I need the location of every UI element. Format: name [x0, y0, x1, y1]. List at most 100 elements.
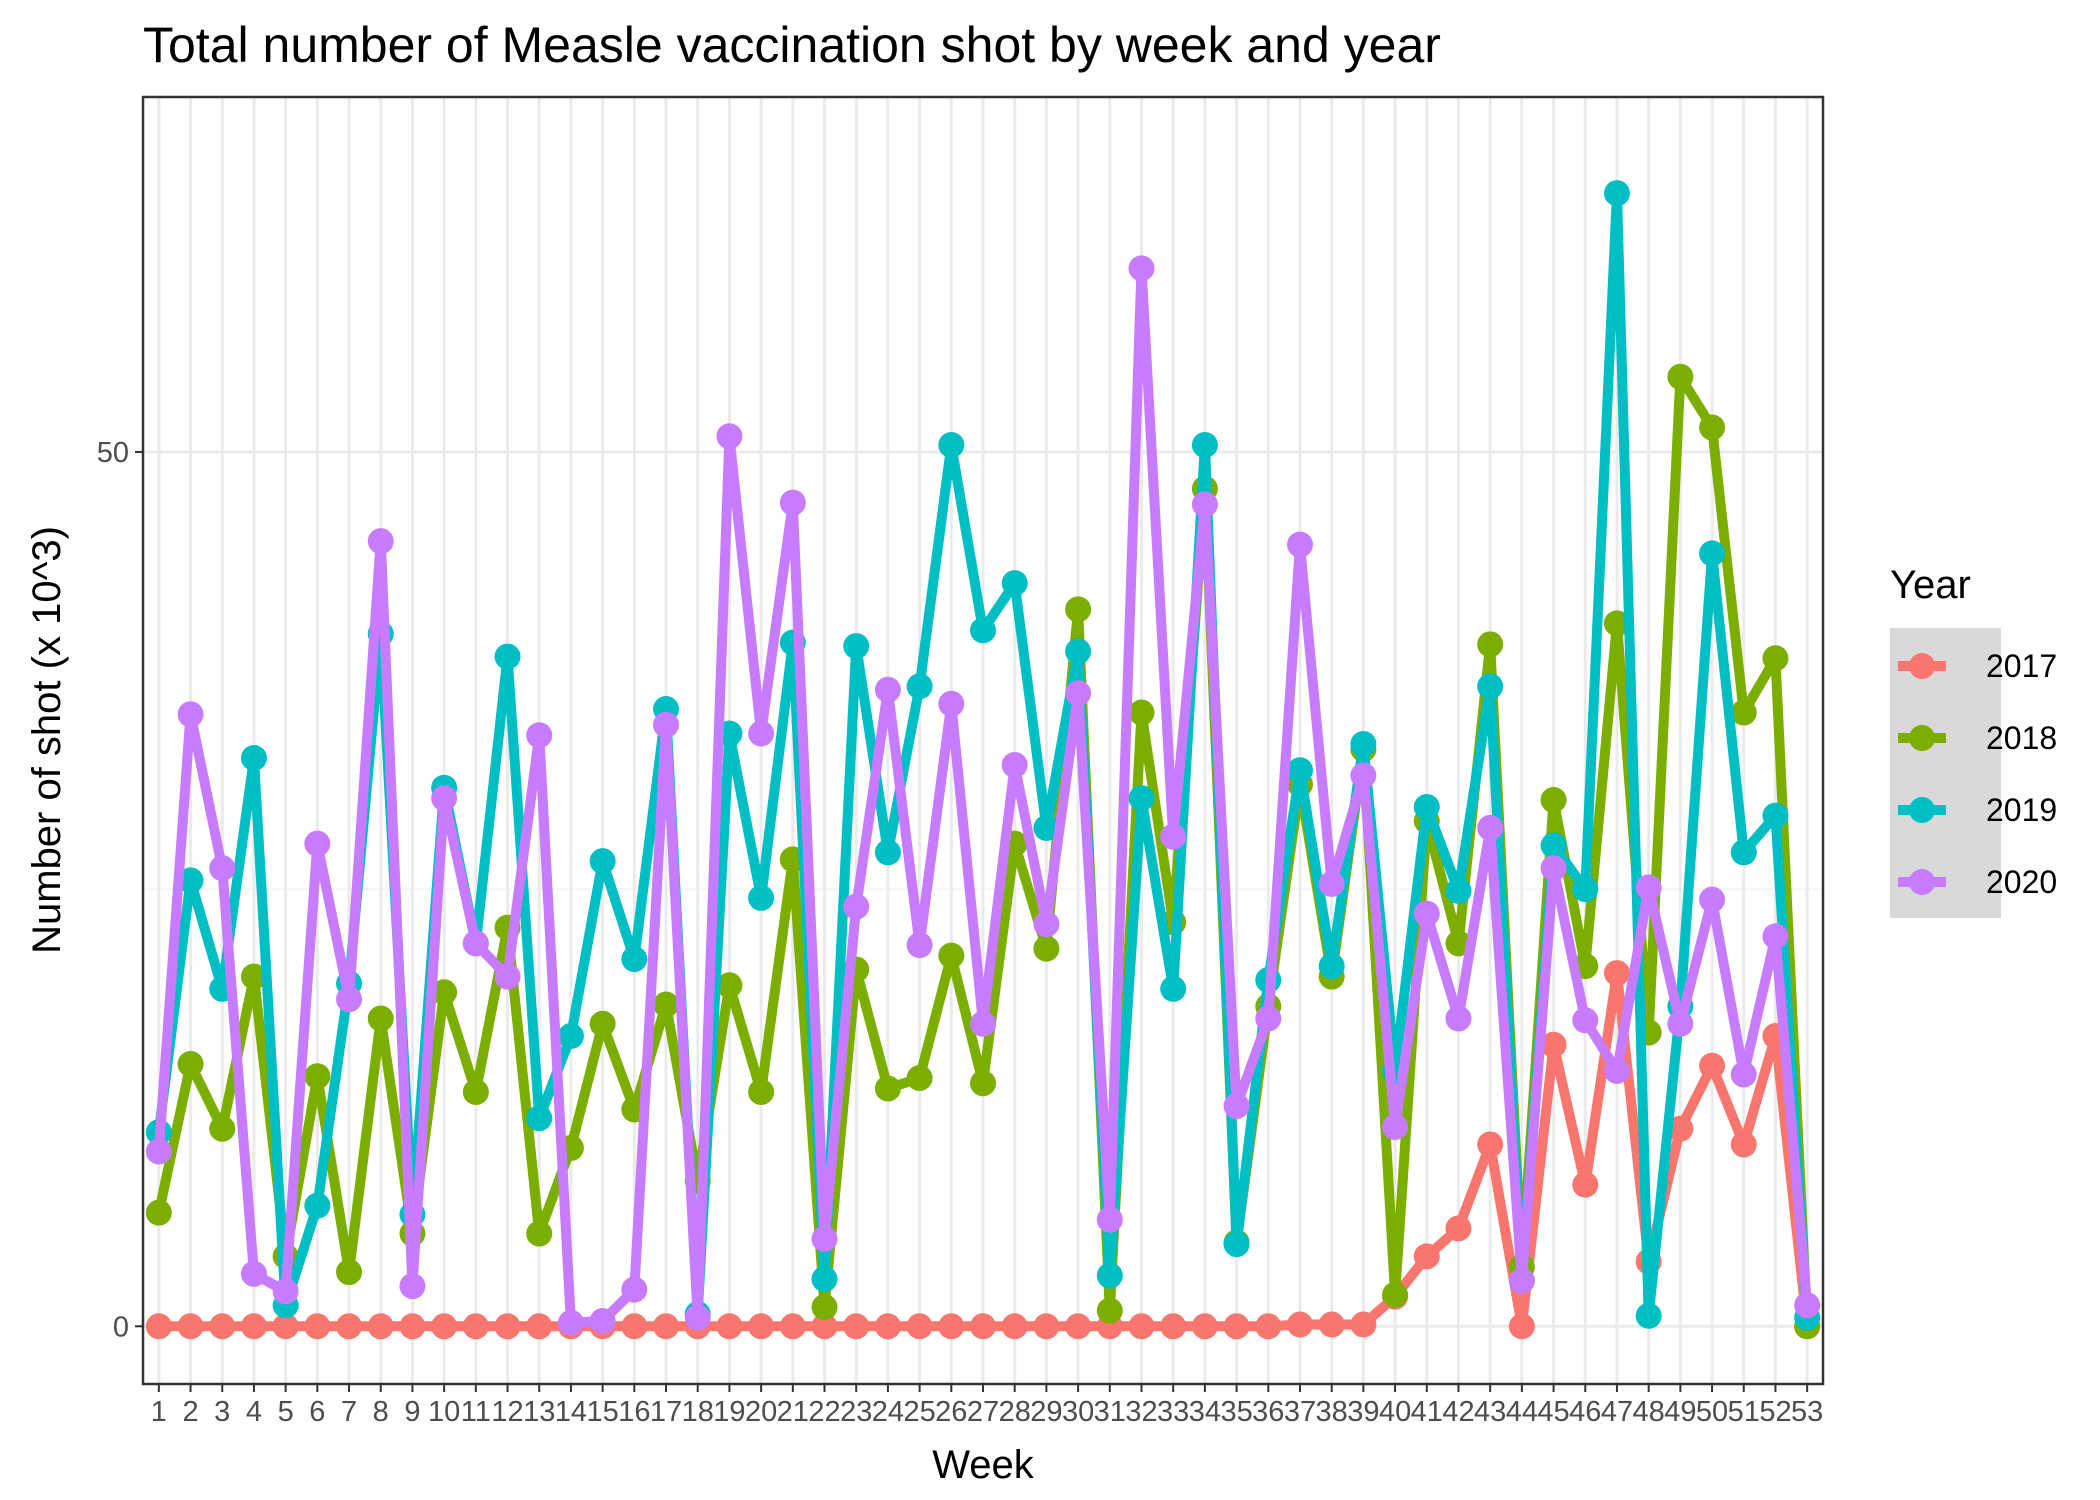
- data-point: [494, 643, 521, 670]
- data-point: [240, 1260, 267, 1287]
- data-point: [1255, 1313, 1282, 1340]
- data-point: [1413, 793, 1440, 820]
- data-point: [145, 1313, 172, 1340]
- data-point: [1160, 975, 1187, 1002]
- x-tick-label: 8: [373, 1396, 389, 1428]
- data-point: [1096, 1262, 1123, 1289]
- data-point: [874, 839, 901, 866]
- data-point: [177, 701, 204, 728]
- data-point: [621, 946, 648, 973]
- data-point: [1730, 699, 1757, 726]
- data-point: [336, 1259, 363, 1286]
- data-point: [874, 1075, 901, 1102]
- data-point: [938, 942, 965, 969]
- x-tick-label: 13: [523, 1396, 555, 1428]
- data-point: [145, 1199, 172, 1226]
- x-tick-label: 2: [182, 1396, 198, 1428]
- x-tick-label: 43: [1474, 1396, 1506, 1428]
- data-point: [431, 1313, 458, 1340]
- legend-label: 2018: [1986, 720, 2057, 756]
- data-point: [938, 1313, 965, 1340]
- x-tick-label: 24: [872, 1396, 904, 1428]
- data-point: [526, 1313, 553, 1340]
- data-point: [557, 1309, 584, 1336]
- data-point: [938, 431, 965, 458]
- x-tick-label: 38: [1316, 1396, 1348, 1428]
- data-point: [1508, 1267, 1535, 1294]
- data-point: [906, 673, 933, 700]
- data-point: [843, 893, 870, 920]
- x-axis-title: Week: [932, 1443, 1035, 1487]
- x-tick-label: 41: [1411, 1396, 1443, 1428]
- x-tick-label: 14: [555, 1396, 587, 1428]
- data-point: [367, 1005, 394, 1032]
- data-point: [748, 1078, 775, 1105]
- x-tick-label: 11: [461, 1396, 491, 1428]
- data-point: [843, 633, 870, 660]
- x-tick-label: 12: [491, 1396, 523, 1428]
- x-tick-label: 25: [903, 1396, 935, 1428]
- data-point: [1286, 757, 1313, 784]
- data-point: [653, 1313, 680, 1340]
- legend-item-2019: 2019: [1898, 792, 2057, 828]
- data-point: [684, 1304, 711, 1331]
- data-point: [336, 1313, 363, 1340]
- data-point: [526, 1105, 553, 1132]
- data-point: [716, 1313, 743, 1340]
- data-point: [653, 711, 680, 738]
- data-point: [304, 1192, 331, 1219]
- x-tick-label: 21: [777, 1396, 809, 1428]
- x-tick-label: 32: [1125, 1396, 1157, 1428]
- data-point: [462, 1078, 489, 1105]
- data-point: [970, 1313, 996, 1340]
- data-point: [526, 1220, 553, 1247]
- x-tick-label: 33: [1157, 1396, 1189, 1428]
- data-point: [1445, 1215, 1472, 1242]
- y-axis-ticks: 0 50: [97, 437, 143, 1343]
- data-point: [526, 722, 553, 749]
- data-point: [1572, 876, 1599, 903]
- data-point: [589, 1010, 616, 1037]
- data-point: [1667, 1010, 1694, 1037]
- legend-item-2020: 2020: [1898, 864, 2057, 900]
- data-point: [779, 489, 806, 516]
- data-point: [1413, 900, 1440, 927]
- x-tick-label: 4: [246, 1396, 262, 1428]
- data-point: [811, 1266, 838, 1293]
- data-point: [1223, 1313, 1250, 1340]
- data-point: [462, 1313, 489, 1340]
- data-point: [716, 423, 743, 450]
- legend-label: 2020: [1986, 864, 2057, 900]
- data-point: [462, 930, 489, 957]
- data-point: [1001, 570, 1028, 597]
- data-point: [1794, 1292, 1821, 1319]
- data-point: [716, 972, 743, 999]
- legend-label: 2019: [1986, 792, 2057, 828]
- data-point: [748, 720, 775, 747]
- data-point: [748, 1313, 775, 1340]
- x-tick-label: 44: [1506, 1396, 1538, 1428]
- x-tick-label: 48: [1633, 1396, 1665, 1428]
- data-point: [811, 1225, 838, 1252]
- x-tick-label: 15: [586, 1396, 618, 1428]
- x-tick-label: 40: [1379, 1396, 1411, 1428]
- data-point: [1318, 870, 1345, 897]
- data-point: [1382, 1281, 1409, 1308]
- x-tick-label: 49: [1664, 1396, 1696, 1428]
- data-point: [1730, 1131, 1757, 1158]
- data-point: [1540, 786, 1567, 813]
- data-point: [1350, 762, 1377, 789]
- legend-item-2017: 2017: [1898, 648, 2057, 684]
- x-tick-label: 19: [713, 1396, 745, 1428]
- data-point: [1160, 1313, 1187, 1340]
- data-point: [1572, 1007, 1599, 1034]
- data-point: [1001, 1313, 1028, 1340]
- legend: Year 2017 2018 2019 2020: [1890, 563, 2057, 918]
- data-point: [1667, 363, 1694, 390]
- data-point: [938, 690, 965, 717]
- series-2020: [145, 255, 1821, 1336]
- data-point: [1572, 1171, 1599, 1198]
- data-point: [1730, 1061, 1757, 1088]
- x-tick-label: 30: [1062, 1396, 1094, 1428]
- data-point: [209, 1115, 236, 1142]
